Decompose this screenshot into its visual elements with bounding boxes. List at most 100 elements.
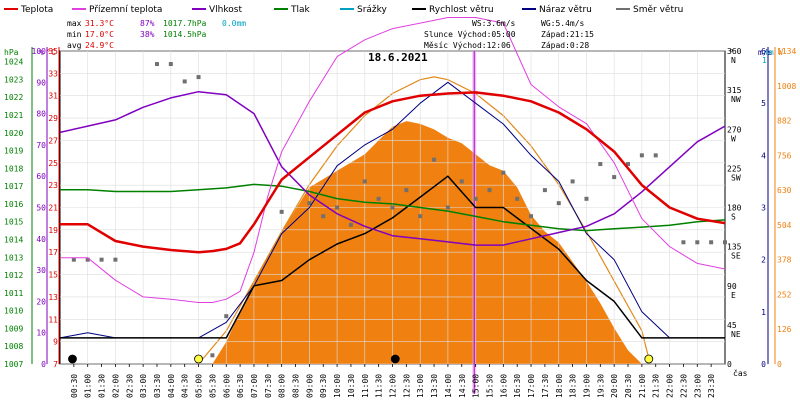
pressure-line	[60, 183, 726, 232]
hpa-tick-label: 1024	[4, 58, 23, 67]
w-tick-label: 0	[777, 360, 782, 369]
dir-compass-label: N	[731, 56, 736, 65]
x-tick-label: 16:30	[513, 374, 522, 398]
x-tick-label: 03:30	[153, 374, 162, 398]
hpa-tick-label: 1016	[4, 200, 23, 209]
hpa-tick-label: 1014	[4, 236, 23, 245]
temp-tick-label: 21	[48, 204, 58, 213]
stats-block: max 31.3°C 87% 1017.7hPa 0.0mm min 17.0°…	[67, 19, 594, 50]
wind-direction-point	[695, 240, 700, 245]
x-tick-label: 08:00	[278, 374, 287, 398]
stat-wind-gust: WG:5.4m/s	[541, 19, 585, 28]
wind-direction-point	[224, 314, 229, 319]
x-tick-label: 08:30	[292, 374, 301, 398]
dir-tick-label: 315	[727, 86, 742, 95]
w-tick-label: 630	[777, 186, 792, 195]
x-tick-label: 01:30	[98, 374, 107, 398]
stat-max-label: max	[67, 19, 82, 28]
hpa-tick-label: 1015	[4, 218, 23, 227]
dir-tick-label: 360	[727, 47, 742, 56]
dir-compass-label: NE	[731, 330, 741, 339]
wind-direction-point	[390, 205, 395, 210]
legend-label: Teplota	[20, 5, 53, 15]
ms-tick-label: 2	[761, 256, 766, 265]
hpa-tick-label: 1013	[4, 253, 23, 262]
x-tick-label: 07:30	[264, 374, 273, 398]
x-tick-label: 02:30	[125, 374, 134, 398]
wind-direction-point	[196, 75, 201, 80]
pct-tick-label: 10	[36, 329, 46, 338]
dir-compass-label: SE	[731, 252, 741, 261]
x-tick-label: 10:00	[333, 374, 342, 398]
pct-tick-label: 30	[36, 266, 46, 275]
x-tick-label: 04:00	[167, 374, 176, 398]
stat-min-label: min	[67, 30, 82, 39]
axes: hPa% °C1024102310221021102010191018101710…	[4, 47, 796, 398]
wind-direction-point	[723, 240, 727, 245]
x-tick-label: 13:00	[416, 374, 425, 398]
wind-direction-point	[71, 257, 76, 262]
wind-direction-point	[182, 79, 187, 84]
temp-tick-label: 11	[48, 315, 58, 324]
temp-tick-label: 9	[53, 338, 58, 347]
wind-direction-point	[335, 205, 340, 210]
hpa-tick-label: 1008	[4, 342, 23, 351]
x-tick-label: 23:30	[707, 374, 716, 398]
pct-tick-label: 90	[36, 78, 46, 87]
ms-tick-label: 5	[761, 99, 766, 108]
chart-date: 18.6.2021	[368, 51, 428, 64]
pct-tick-label: 60	[36, 172, 46, 181]
x-tick-label: 19:30	[596, 374, 605, 398]
temp-tick-label: 35	[48, 47, 58, 56]
x-tick-label: 16:00	[499, 374, 508, 398]
wind-direction-point	[154, 62, 159, 67]
legend-label: Směr větru	[633, 5, 683, 15]
stat-moon: Měsíc Východ:12:06	[424, 41, 511, 50]
wind-direction-point	[404, 188, 409, 193]
stat-max-temp: 31.3°C	[85, 19, 114, 28]
temp-tick-label: 33	[48, 69, 58, 78]
x-tick-label: 03:00	[139, 374, 148, 398]
wind-direction-point	[348, 222, 353, 227]
ms-tick-label: 4	[761, 151, 766, 160]
x-tick-label: 10:30	[347, 374, 356, 398]
pct-tick-label: 70	[36, 141, 46, 150]
x-tick-label: 22:30	[679, 374, 688, 398]
stat-avg-temp: 24.9°C	[85, 41, 114, 50]
x-tick-label: 17:00	[527, 374, 536, 398]
legend-label: Vlhkost	[209, 5, 242, 15]
x-tick-label: 18:30	[569, 374, 578, 398]
wind-direction-point	[487, 188, 492, 193]
dir-tick-label: 45	[727, 321, 737, 330]
stat-moon-set: Západ:0:28	[541, 41, 589, 50]
wind-direction-point	[113, 257, 118, 262]
wind-direction-point	[584, 196, 589, 201]
dir-compass-label: SW	[731, 173, 741, 182]
w-tick-label: 378	[777, 256, 792, 265]
hpa-tick-label: 1011	[4, 289, 23, 298]
legend-label: Rychlost větru	[429, 5, 494, 15]
w-tick-label: 1008	[777, 82, 796, 91]
x-tick-label: 12:00	[389, 374, 398, 398]
legend-label: Srážky	[357, 5, 388, 15]
x-tick-label: 20:00	[610, 374, 619, 398]
temp-tick-label: 15	[48, 271, 58, 280]
stat-max-rain: 0.0mm	[222, 19, 246, 28]
x-tick-label: 09:30	[319, 374, 328, 398]
temp-tick-label: 19	[48, 226, 58, 235]
legend: Teplota Přízemní teplota Vlhkost Tlak Srážky…	[4, 5, 683, 15]
w-tick-label: 126	[777, 325, 792, 334]
hpa-tick-label: 1017	[4, 182, 23, 191]
wind-direction-point	[85, 257, 90, 262]
x-tick-label: 12:30	[402, 374, 411, 398]
temp-tick-label: 29	[48, 114, 58, 123]
x-tick-label: 06:00	[222, 374, 231, 398]
wind-direction-point	[376, 196, 381, 201]
x-tick-label: 18:00	[555, 374, 564, 398]
wind-direction-point	[639, 153, 644, 158]
temp-tick-label: 25	[48, 159, 58, 168]
w-tick-label: 1134	[777, 47, 796, 56]
x-tick-label: 21:30	[652, 374, 661, 398]
hpa-tick-label: 1019	[4, 147, 23, 156]
